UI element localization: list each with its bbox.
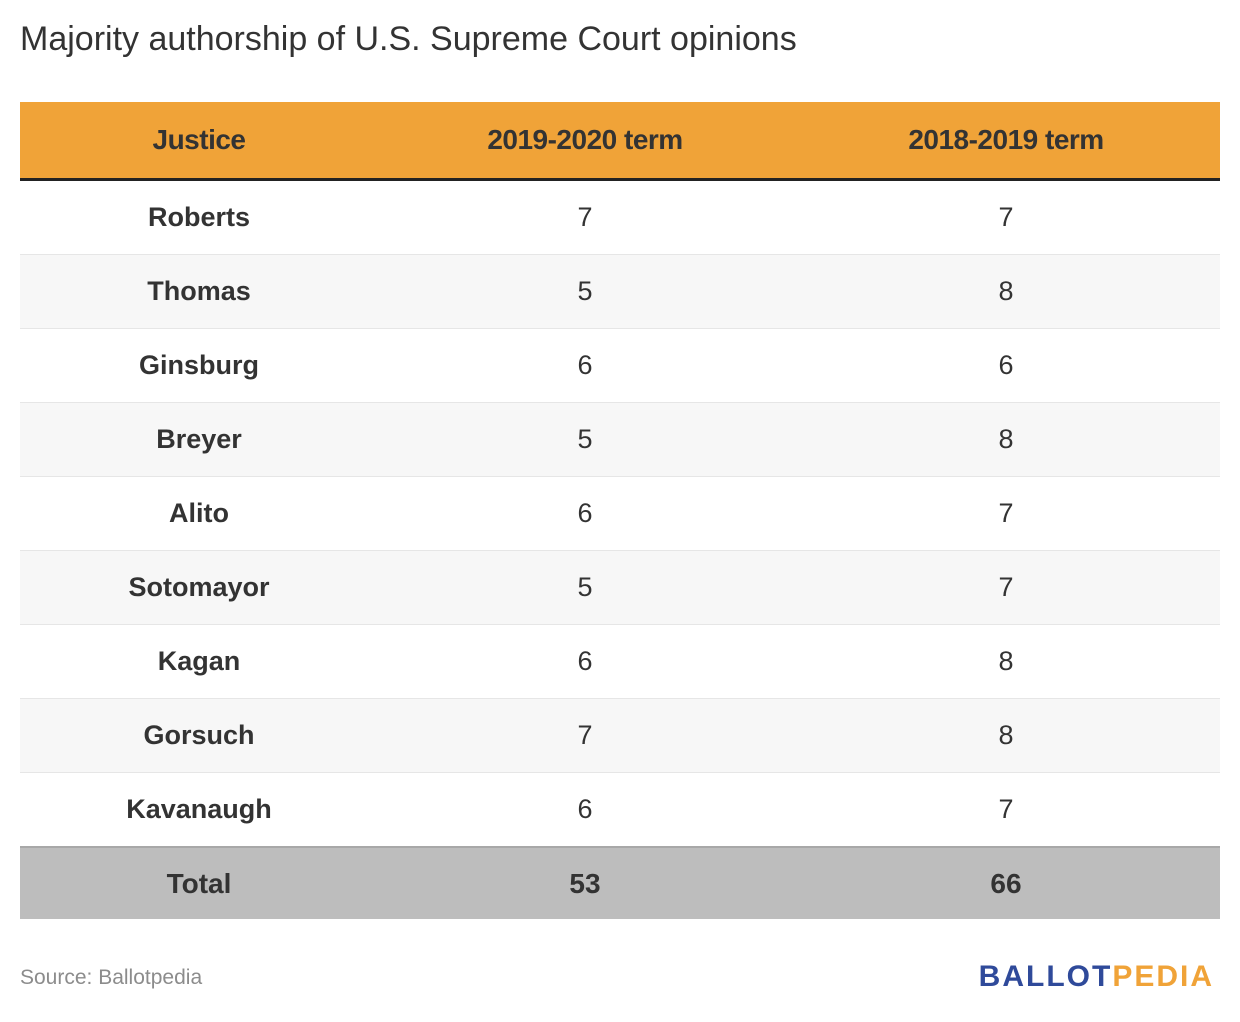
justice-name-cell: Thomas	[20, 254, 378, 329]
table-row: Ginsburg 6 6	[20, 328, 1220, 403]
term-2018-2019-cell: 7	[998, 794, 1014, 824]
column-header-2018-2019: 2018-2019 term	[792, 102, 1220, 181]
term-2018-2019-cell: 7	[792, 550, 1220, 625]
term-2019-2020-cell: 6	[378, 476, 792, 551]
term-2018-2019-cell: 8	[792, 254, 1220, 329]
term-2019-2020-cell: 6	[577, 794, 593, 824]
chart-title: Majority authorship of U.S. Supreme Cour…	[20, 20, 797, 58]
table-row: Gorsuch 7 8	[20, 698, 1220, 773]
table-row: Sotomayor 5 7	[20, 550, 1220, 625]
total-label: Total	[20, 846, 378, 919]
total-row: Total 53 66	[20, 846, 1220, 919]
term-2018-2019-cell: 7	[792, 476, 1220, 551]
source-note: Source: Ballotpedia	[20, 966, 203, 989]
term-2019-2020-cell: 7	[378, 698, 792, 773]
justice-name-cell: Kagan	[20, 624, 378, 699]
table-row: Kagan 6 8	[20, 624, 1220, 699]
table-row: Breyer 5 8	[20, 402, 1220, 477]
logo-text-ballot: BALLOT	[978, 960, 1113, 993]
justice-name-cell: Gorsuch	[20, 698, 378, 773]
justice-name-cell: Roberts	[20, 179, 378, 255]
logo-text-pedia: PEDIA	[1112, 960, 1214, 993]
term-2019-2020-cell: 5	[378, 254, 792, 329]
total-2019-2020: 53	[378, 846, 792, 919]
term-2019-2020-cell: 6	[378, 624, 792, 699]
term-2018-2019-cell: 8	[792, 624, 1220, 699]
table-body: Roberts 7 7 Thomas 5 8 Ginsburg 6 6 Breyer 5 8 Alito…	[20, 179, 1220, 848]
header-row: Justice 2019-2020 term 2018-2019 term	[20, 102, 1220, 181]
justice-name-cell: Sotomayor	[20, 550, 378, 625]
term-2018-2019-cell: 7	[792, 179, 1220, 255]
justice-name-cell: Breyer	[20, 402, 378, 477]
justice-name-cell: Kavanaugh	[126, 794, 272, 824]
term-2019-2020-cell: 6	[378, 328, 792, 403]
term-2019-2020-cell: 7	[378, 179, 792, 255]
term-2018-2019-cell: 6	[792, 328, 1220, 403]
column-header-justice: Justice	[20, 102, 378, 181]
table-row: Alito 6 7	[20, 476, 1220, 551]
table-row: Roberts 7 7	[20, 179, 1220, 255]
column-header-2019-2020: 2019-2020 term	[378, 102, 792, 181]
data-table: Justice 2019-2020 term 2018-2019 term Ro…	[20, 102, 1220, 919]
ballotpedia-logo: BALLOTPEDIA	[979, 960, 1214, 994]
table-row: Kavanaugh 6 7	[20, 773, 1220, 848]
term-2018-2019-cell: 8	[792, 698, 1220, 773]
total-2018-2019: 66	[792, 846, 1220, 919]
justice-name-cell: Ginsburg	[20, 328, 378, 403]
term-2019-2020-cell: 5	[378, 402, 792, 477]
term-2018-2019-cell: 8	[792, 402, 1220, 477]
table-row: Thomas 5 8	[20, 254, 1220, 329]
term-2019-2020-cell: 5	[378, 550, 792, 625]
justice-name-cell: Alito	[20, 476, 378, 551]
